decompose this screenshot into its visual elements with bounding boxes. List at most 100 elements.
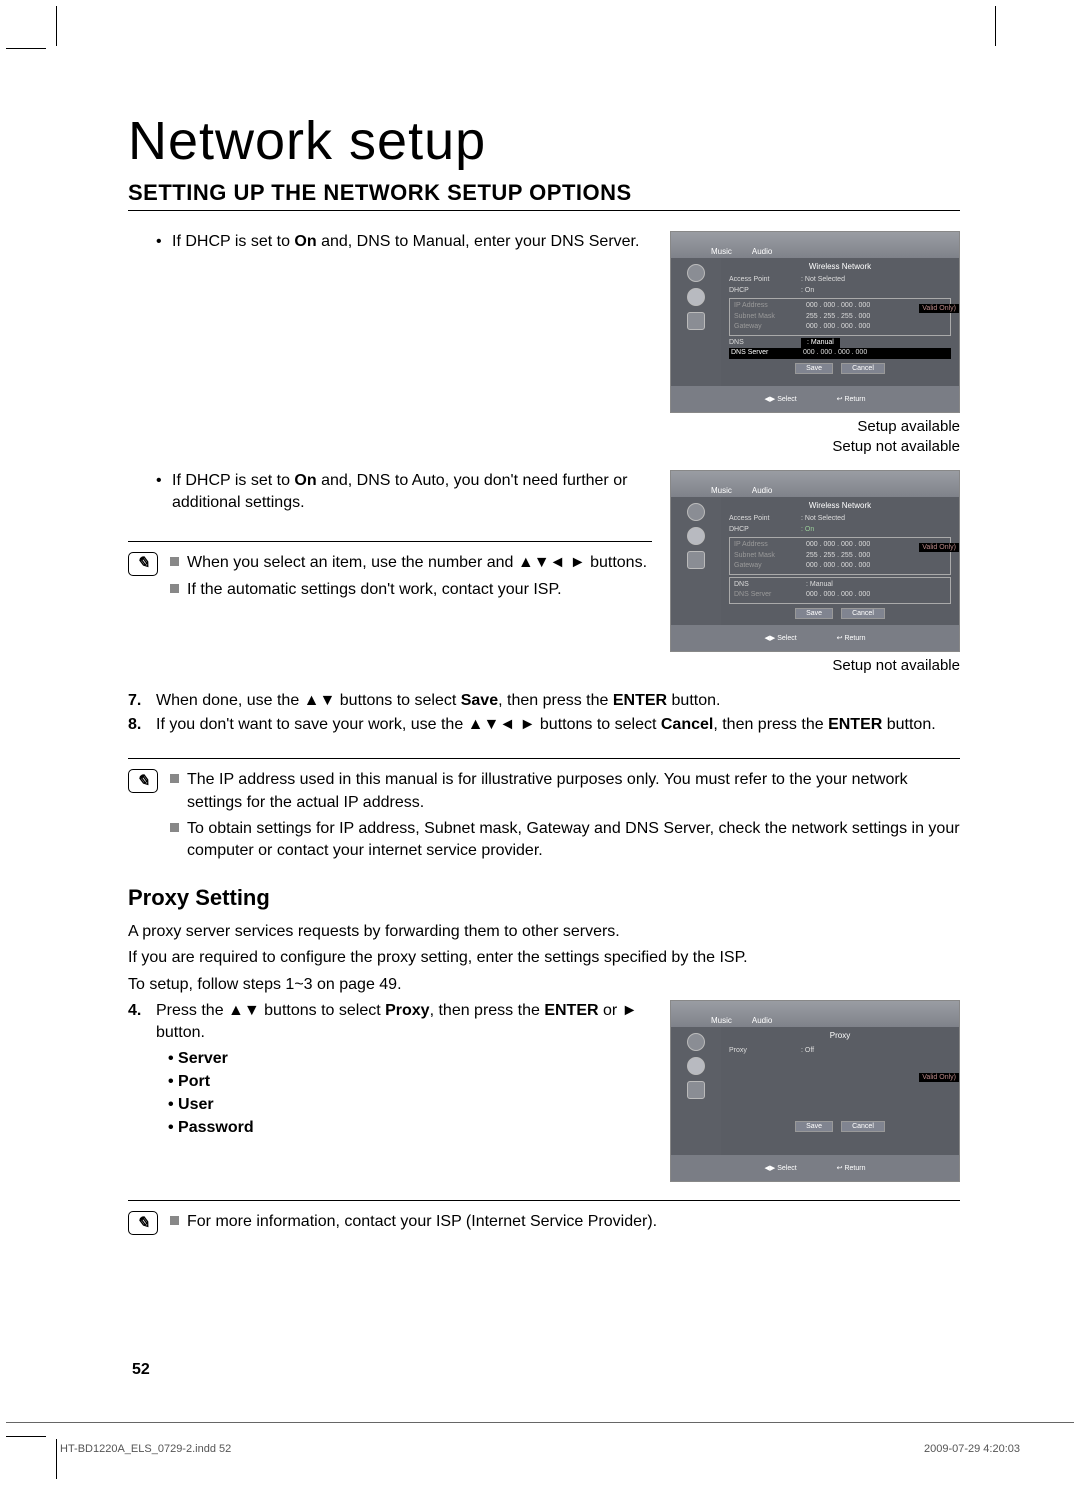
panel-title: Wireless Network	[729, 262, 951, 271]
gear-icon	[687, 527, 705, 545]
square-bullet-icon	[170, 1216, 179, 1225]
shot-buttons: Save Cancel	[729, 1121, 951, 1132]
lock-icon	[687, 551, 705, 569]
square-bullet-icon	[170, 774, 179, 783]
crop-mark	[6, 1436, 46, 1437]
crop-mark	[56, 6, 57, 46]
bullet-dot: •	[156, 231, 166, 253]
panel-title: Wireless Network	[729, 501, 951, 510]
note-3: ✎ For more information, contact your ISP…	[128, 1211, 960, 1237]
shot-main: Wireless Network Access Point: Not Selec…	[721, 258, 959, 386]
save-button: Save	[795, 1121, 833, 1132]
step-8: 8. If you don't want to save your work, …	[128, 714, 960, 736]
footer-timestamp: 2009-07-29 4:20:03	[924, 1443, 1020, 1455]
page: Network setup SETTING UP THE NETWORK SET…	[60, 55, 1020, 1237]
bullet-dot: •	[156, 470, 166, 513]
chapter-title: Network setup	[128, 110, 960, 172]
square-bullet-icon	[170, 557, 179, 566]
shot-tabs: Music Audio	[671, 232, 959, 258]
note2-body: The IP address used in this manual is fo…	[170, 769, 960, 867]
lock-icon	[687, 312, 705, 330]
screenshot-proxy: Music Audio Proxy Proxy: Off Save	[670, 1000, 960, 1182]
footer-filename: HT-BD1220A_ELS_0729-2.indd 52	[60, 1443, 231, 1455]
step7-text: When done, use the ▲▼ buttons to select …	[156, 690, 720, 712]
note3-rule	[128, 1200, 960, 1201]
shot-footer: ◀▶ Select ↩ Return	[671, 625, 959, 651]
proxy-p3: To setup, follow steps 1~3 on page 49.	[128, 974, 960, 996]
panel-title: Proxy	[729, 1031, 951, 1040]
shot-buttons: Save Cancel	[729, 363, 951, 374]
screenshot-wireless-2: Music Audio Wireless Network Access Poin…	[670, 470, 960, 652]
shot-footer: ◀▶ Select ↩ Return	[671, 1155, 959, 1181]
step-4: 4. Press the ▲▼ buttons to select Proxy,…	[128, 1000, 652, 1045]
lock-icon	[687, 1081, 705, 1099]
proxy-title: Proxy Setting	[128, 885, 960, 911]
bullet-server: Server	[168, 1047, 652, 1070]
block2-text-col: • If DHCP is set to On and, DNS to Auto,…	[128, 470, 652, 619]
step-7: 7. When done, use the ▲▼ buttons to sele…	[128, 690, 960, 712]
proxy-p2: If you are required to configure the pro…	[128, 947, 960, 969]
shot-sidebar	[671, 258, 721, 386]
note-icon: ✎	[128, 1211, 158, 1235]
note-1: ✎ When you select an item, use the numbe…	[128, 552, 652, 605]
screenshot-wrap-3: Music Audio Proxy Proxy: Off Save	[670, 1000, 960, 1182]
ip-group-box: IP Address000 . 000 . 000 . 000 Subnet M…	[729, 537, 951, 575]
note-icon: ✎	[128, 552, 158, 576]
block-dhcp-auto: • If DHCP is set to On and, DNS to Auto,…	[128, 470, 960, 676]
bullet-user: User	[168, 1093, 652, 1116]
bullet-port: Port	[168, 1070, 652, 1093]
shot-sidebar	[671, 497, 721, 625]
proxy-step4-col: 4. Press the ▲▼ buttons to select Proxy,…	[128, 1000, 652, 1140]
valid-only-label: Valid Only)	[919, 543, 959, 552]
shot-main: Proxy Proxy: Off Save Cancel	[721, 1027, 959, 1155]
square-bullet-icon	[170, 584, 179, 593]
note2-rule	[128, 758, 960, 759]
section-title: SETTING UP THE NETWORK SETUP OPTIONS	[128, 180, 960, 206]
cancel-button: Cancel	[841, 1121, 885, 1132]
shot-buttons: Save Cancel	[729, 608, 951, 619]
shot-tabs: Music Audio	[671, 1001, 959, 1027]
screenshot-wrap-2: Music Audio Wireless Network Access Poin…	[670, 470, 960, 676]
block2-sentence: If DHCP is set to On and, DNS to Auto, y…	[172, 470, 652, 513]
valid-only-label: Valid Only)	[919, 304, 959, 313]
gear-icon	[687, 288, 705, 306]
note3-body: For more information, contact your ISP (…	[170, 1211, 960, 1237]
shot-tabs: Music Audio	[671, 471, 959, 497]
dns-group-box: DNS: Manual DNS Server000 . 000 . 000 . …	[729, 577, 951, 604]
section-rule	[128, 210, 960, 211]
disc-icon	[687, 264, 705, 282]
note-icon: ✎	[128, 769, 158, 793]
shot-sidebar	[671, 1027, 721, 1155]
bullet-password: Password	[168, 1116, 652, 1139]
note-2: ✎ The IP address used in this manual is …	[128, 769, 960, 867]
block-dhcp-manual: • If DHCP is set to On and, DNS to Manua…	[128, 231, 960, 456]
print-footer: HT-BD1220A_ELS_0729-2.indd 52 2009-07-29…	[60, 1433, 1020, 1455]
crop-mark	[995, 6, 996, 46]
shot-main: Wireless Network Access Point: Not Selec…	[721, 497, 959, 625]
crop-mark	[6, 48, 46, 49]
tab-music: Music	[711, 247, 732, 256]
shot-body: Wireless Network Access Point: Not Selec…	[671, 497, 959, 625]
step4-text: Press the ▲▼ buttons to select Proxy, th…	[156, 1000, 652, 1045]
proxy-bullets: Server Port User Password	[128, 1047, 652, 1140]
cancel-button: Cancel	[841, 608, 885, 619]
ip-group-box: IP Address000 . 000 . 000 . 000 Subnet M…	[729, 298, 951, 336]
save-button: Save	[795, 363, 833, 374]
shot-footer: ◀▶ Select ↩ Return	[671, 386, 959, 412]
screenshot-wrap-1: Music Audio Wireless Network Access Poin…	[670, 231, 960, 456]
cancel-button: Cancel	[841, 363, 885, 374]
page-number: 52	[132, 1361, 150, 1379]
shot-body: Proxy Proxy: Off Save Cancel	[671, 1027, 959, 1155]
block1-sentence: If DHCP is set to On and, DNS to Manual,…	[172, 231, 639, 253]
shot-body: Wireless Network Access Point: Not Selec…	[671, 258, 959, 386]
gear-icon	[687, 1057, 705, 1075]
step8-text: If you don't want to save your work, use…	[156, 714, 936, 736]
screenshot-wireless-1: Music Audio Wireless Network Access Poin…	[670, 231, 960, 413]
square-bullet-icon	[170, 823, 179, 832]
note1-body: When you select an item, use the number …	[170, 552, 652, 605]
note-rule	[128, 541, 652, 542]
valid-only-label: Valid Only)	[919, 1073, 959, 1082]
block1-text: • If DHCP is set to On and, DNS to Manua…	[128, 231, 652, 253]
caption-2: Setup not available	[670, 656, 960, 676]
disc-icon	[687, 503, 705, 521]
